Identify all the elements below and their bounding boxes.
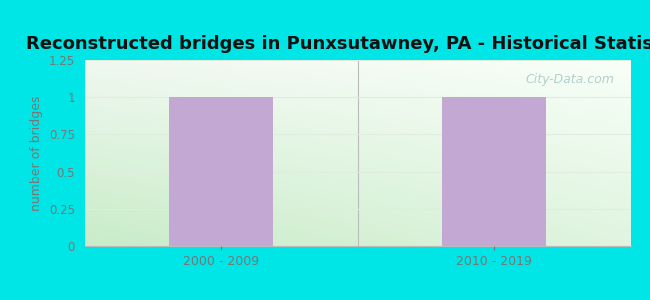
Y-axis label: number of bridges: number of bridges [30,95,43,211]
Bar [169,97,273,246]
Bar [442,97,546,246]
Title: Reconstructed bridges in Punxsutawney, PA - Historical Statistics: Reconstructed bridges in Punxsutawney, P… [26,35,650,53]
Text: City-Data.com: City-Data.com [525,73,614,86]
